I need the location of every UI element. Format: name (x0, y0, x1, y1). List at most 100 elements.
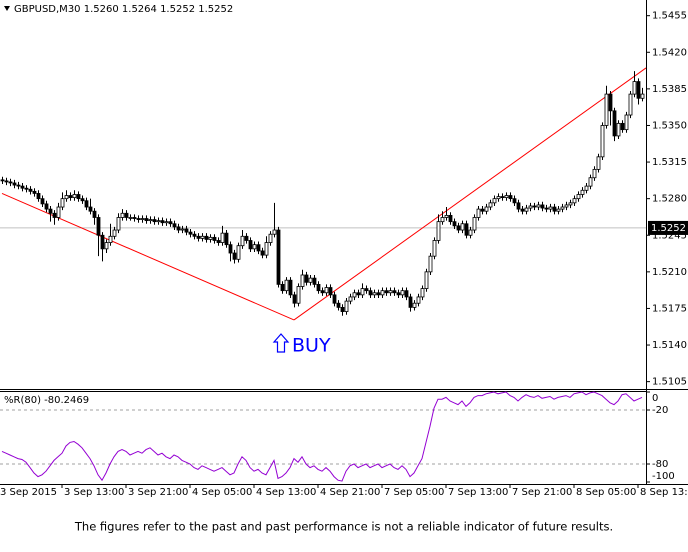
candle-body (60, 198, 65, 208)
buy-annotation: BUY (292, 335, 331, 357)
candle-body (4, 180, 9, 183)
candle-body (328, 287, 333, 296)
candle-body (124, 212, 129, 218)
candle-body (216, 240, 221, 243)
y-tick-label: 1.5175 (652, 303, 687, 314)
candle-body (436, 221, 441, 241)
candle-body (456, 225, 461, 231)
candle-body (48, 208, 53, 214)
candle-body (112, 229, 117, 237)
candle-body (520, 208, 525, 212)
candle-body (256, 244, 261, 252)
candle-body (140, 218, 145, 220)
trend-line (293, 67, 647, 321)
candle-body (108, 235, 113, 243)
candle-body (632, 81, 637, 95)
candle-body (492, 198, 497, 204)
candle-body (548, 206, 553, 210)
candle-body (268, 233, 273, 243)
candle-body (132, 217, 137, 219)
candle-body (524, 207, 529, 212)
candle-body (196, 235, 201, 239)
candle-body (600, 125, 605, 158)
candle-body (92, 210, 97, 218)
x-tick-label: 7 Sep 21:00 (512, 487, 572, 498)
indicator-line (1, 391, 643, 482)
candle-body (88, 206, 93, 212)
x-tick-label: 3 Sep 13:00 (64, 487, 124, 498)
y-tick-label: 1.5140 (652, 340, 687, 351)
candle-body (176, 226, 181, 231)
x-tick-label: 8 Sep 13:00 (640, 487, 688, 498)
candle-body (188, 231, 193, 235)
candle-body (384, 290, 389, 294)
candle-body (640, 93, 645, 99)
indicator-tick-label: -100 (652, 471, 675, 482)
candle-body (512, 198, 517, 204)
buy-arrow (272, 333, 290, 353)
candle-body (480, 208, 485, 212)
candle-body (432, 240, 437, 257)
candle-body (160, 220, 165, 224)
plot-area (0, 67, 647, 321)
symbol-header: GBPUSD,M30 1.5260 1.5264 1.5252 1.5252 (14, 4, 233, 15)
indicator-tick-label: -20 (652, 405, 668, 416)
candle-body (364, 288, 369, 292)
x-tick-label: 8 Sep 05:00 (576, 487, 636, 498)
candle-body (164, 221, 169, 224)
candle-body (392, 290, 397, 294)
candle-body (356, 292, 361, 296)
candle-body (16, 184, 21, 187)
candle-body (400, 290, 405, 296)
candle-body (452, 221, 457, 227)
candle-body (516, 202, 521, 210)
candle-body (44, 203, 49, 210)
candle-body (572, 198, 577, 204)
candle-body (312, 277, 317, 285)
candle-body (368, 290, 373, 296)
symbol: GBPUSD,M30 (14, 4, 81, 15)
candle-body (204, 235, 209, 240)
candle-body (396, 292, 401, 296)
candle-body (0, 179, 5, 182)
candle-body (272, 229, 277, 235)
candle-body (416, 296, 421, 304)
x-tick-label: 3 Sep 21:00 (128, 487, 188, 498)
candle-body (12, 182, 17, 186)
candle-body (128, 217, 133, 219)
y-tick-label: 1.5315 (652, 157, 687, 168)
candle-body (408, 296, 413, 308)
candle-body (120, 212, 125, 218)
candle-body (316, 283, 321, 292)
candle-body (148, 219, 153, 222)
candle-body (624, 114, 629, 131)
candle-body (284, 279, 289, 292)
candle-body (200, 235, 205, 239)
x-tick-label: 7 Sep 05:00 (384, 487, 444, 498)
y-tick-label: 1.5280 (652, 194, 687, 205)
candle-body (168, 221, 173, 225)
candle-body (468, 229, 473, 236)
candle-body (552, 206, 557, 212)
candle-body (604, 93, 609, 126)
y-tick-label: 1.5245 (652, 230, 687, 241)
x-tick-label: 4 Sep 13:00 (256, 487, 316, 498)
candle-body (184, 228, 189, 233)
candle-body (192, 233, 197, 237)
candle-body (20, 185, 25, 189)
candle-body (220, 232, 225, 243)
candle-body (404, 290, 409, 298)
candle-body (424, 271, 429, 289)
x-tick-label: 7 Sep 13:00 (448, 487, 508, 498)
candle-body (24, 187, 29, 190)
candle-body (80, 198, 85, 202)
candle-body (544, 207, 549, 210)
bid-label: 1.5252 (651, 223, 686, 234)
candle-body (616, 122, 621, 137)
candle-body (240, 235, 245, 247)
candle-body (104, 242, 109, 250)
candle-body (344, 300, 349, 312)
candle-body (36, 193, 41, 200)
